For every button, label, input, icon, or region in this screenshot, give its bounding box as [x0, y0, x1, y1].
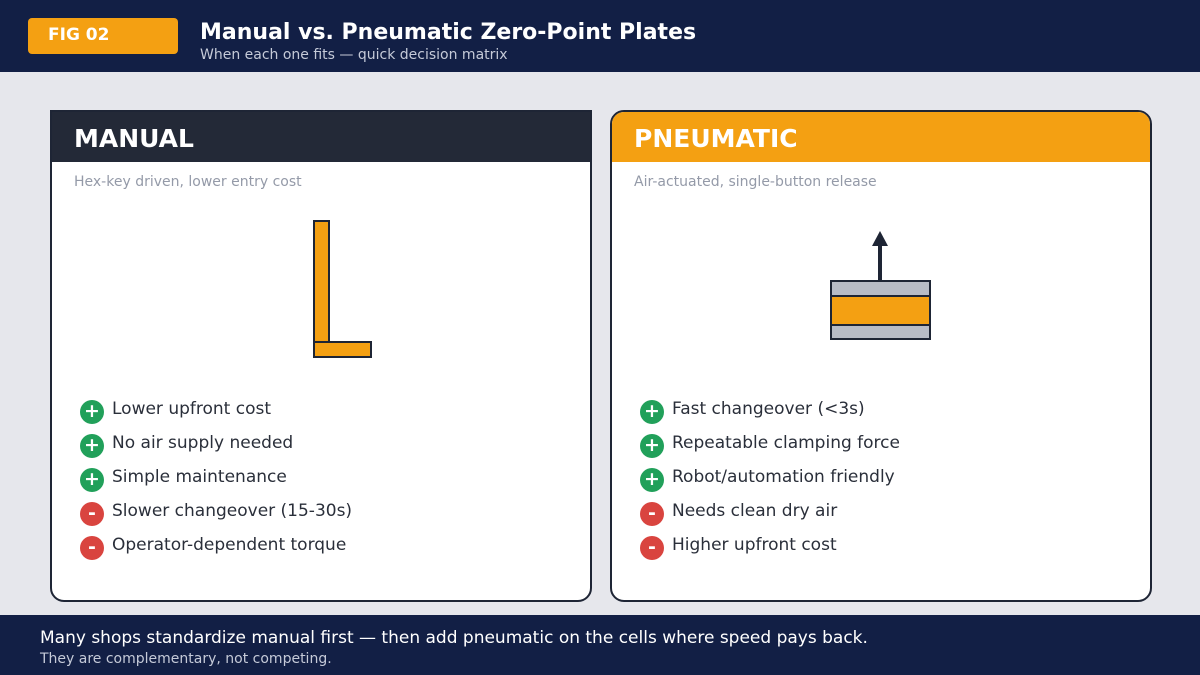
hex-key-icon — [313, 220, 372, 358]
footer-bar: Many shops standardize manual first — th… — [0, 615, 1200, 675]
plus-icon: + — [80, 434, 104, 458]
item-text: Repeatable clamping force — [672, 433, 900, 453]
item-text: Simple maintenance — [112, 467, 287, 487]
item-text: Operator-dependent torque — [112, 535, 347, 555]
item-text: Higher upfront cost — [672, 535, 837, 555]
footer-note: They are complementary, not competing. — [40, 651, 332, 667]
plus-icon: + — [640, 434, 664, 458]
plus-icon: + — [80, 400, 104, 424]
pneumatic-panel-heading: PNEUMATIC — [612, 112, 1150, 162]
footer-takeaway: Many shops standardize manual first — th… — [40, 628, 868, 648]
pneumatic-cylinder-icon — [830, 231, 931, 340]
header-bar: FIG 02 Manual vs. Pneumatic Zero-Point P… — [0, 0, 1200, 72]
minus-icon: - — [640, 536, 664, 560]
minus-icon: - — [640, 502, 664, 526]
pneumatic-panel-description: Air-actuated, single-button release — [634, 174, 877, 190]
plus-icon: + — [640, 400, 664, 424]
manual-panel: MANUAL Hex-key driven, lower entry cost … — [50, 110, 592, 602]
item-text: Needs clean dry air — [672, 501, 838, 521]
plus-icon: + — [80, 468, 104, 492]
page-subtitle: When each one fits — quick decision matr… — [200, 47, 508, 63]
item-text: Fast changeover (<3s) — [672, 399, 865, 419]
plus-icon: + — [640, 468, 664, 492]
item-text: Slower changeover (15-30s) — [112, 501, 353, 521]
minus-icon: - — [80, 536, 104, 560]
figure-badge: FIG 02 — [28, 18, 178, 54]
item-text: Lower upfront cost — [112, 399, 272, 419]
pneumatic-panel: PNEUMATIC Air-actuated, single-button re… — [610, 110, 1152, 602]
page-title: Manual vs. Pneumatic Zero-Point Plates — [200, 20, 697, 45]
item-text: No air supply needed — [112, 433, 294, 453]
manual-panel-heading: MANUAL — [52, 112, 590, 162]
minus-icon: - — [80, 502, 104, 526]
item-text: Robot/automation friendly — [672, 467, 895, 487]
manual-panel-description: Hex-key driven, lower entry cost — [74, 174, 302, 190]
